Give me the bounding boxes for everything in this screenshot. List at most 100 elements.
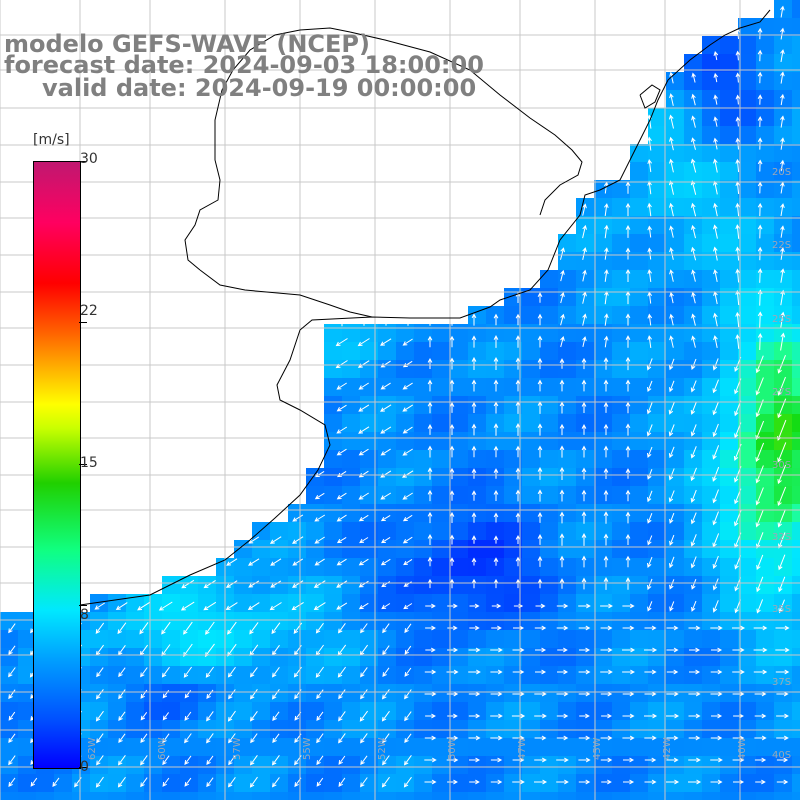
wind-speed-cell [486,378,504,396]
longitude-label: 57W [232,737,243,760]
wind-arrow [449,357,455,370]
wind-speed-cell [702,54,720,72]
wind-arrow [600,669,613,675]
wind-speed-cell [486,594,504,612]
wind-speed-cell [630,198,648,216]
wind-speed-cell [414,468,432,486]
wind-arrow [537,357,543,370]
wind-speed-cell [504,288,522,306]
wind-speed-cell [792,360,800,378]
latitude-label: 40S [772,750,791,761]
wind-speed-cell [504,486,522,504]
wind-arrow [710,779,723,785]
wind-speed-cell [288,738,306,756]
wind-arrow [600,735,613,741]
wind-arrow [316,755,324,766]
wind-speed-cell [522,360,540,378]
wind-arrow [493,557,499,566]
wind-speed-cell [0,648,18,666]
wind-arrow [647,225,653,238]
wind-arrow [449,402,455,413]
wind-speed-cell [684,612,702,630]
wind-arrow [757,49,763,62]
wind-speed-cell [414,756,432,774]
wind-arrow [336,602,348,610]
wind-speed-cell [558,432,576,450]
wind-speed-cell [612,180,630,198]
wind-speed-cell [774,234,792,252]
wind-arrow [493,578,499,589]
wind-arrow [361,313,367,326]
wind-arrow [381,536,391,544]
wind-arrow [227,621,237,635]
wind-arrow [669,601,675,612]
wind-speed-cell [630,540,648,558]
wind-arrow [712,511,719,526]
wind-speed-cell [612,486,630,504]
wind-speed-cell [288,612,306,630]
wind-speed-cell [702,684,720,702]
wind-speed-cell [504,306,522,324]
wind-speed-cell [522,576,540,594]
wind-arrow [757,311,763,328]
wind-arrow [272,733,280,744]
wind-speed-cell [612,792,630,800]
wind-speed-cell [594,270,612,288]
wind-speed-cell [774,126,792,144]
wind-arrow [206,711,214,722]
wind-speed-cell [612,720,630,738]
wind-arrow [537,467,543,480]
wind-speed-cell [702,522,720,540]
wind-arrow [604,203,609,216]
wind-speed-cell [522,558,540,576]
wind-arrow [336,514,347,522]
wind-arrow [96,755,104,766]
wind-speed-cell [648,504,666,522]
wind-speed-cell [630,666,648,684]
wind-speed-cell [468,612,486,630]
wind-arrow [688,757,701,763]
wind-speed-cell [432,342,450,360]
wind-speed-cell [594,576,612,594]
wind-arrow [735,50,741,61]
wind-speed-cell [720,738,738,756]
wind-speed-cell [576,774,594,792]
wind-arrow [339,312,345,327]
wind-arrow [669,93,674,106]
wind-arrow [757,94,763,105]
wind-arrow [777,442,787,463]
wind-arrow [382,645,390,656]
wind-speed-cell [630,684,648,702]
wind-speed-cell [414,486,432,504]
wind-speed-cell [486,684,504,702]
wind-arrow [713,202,718,217]
wind-arrow [360,689,368,700]
wind-speed-cell [234,648,252,666]
wind-arrow [690,158,697,173]
wind-arrow [756,599,764,614]
wind-speed-cell [738,108,756,126]
wind-speed-cell [738,72,756,90]
wind-arrow [291,601,304,611]
wind-speed-cell [612,324,630,342]
wind-arrow [559,445,565,458]
wind-speed-cell [684,774,702,792]
wind-arrow [427,533,433,545]
wind-speed-cell [522,504,540,522]
wind-speed-cell [612,666,630,684]
wind-speed-cell [702,324,720,342]
wind-speed-cell [684,756,702,774]
wind-arrow [644,625,657,631]
wind-speed-cell [342,540,360,558]
wind-speed-cell [432,594,450,612]
wind-speed-cell [522,720,540,738]
wind-arrow [95,689,104,700]
wind-speed-cell [540,540,558,558]
wind-arrow [8,667,16,678]
wind-speed-cell [738,216,756,234]
wind-speed-cell [378,522,396,540]
wind-arrow [206,733,214,744]
wind-speed-cell [630,576,648,594]
wind-speed-cell [612,360,630,378]
wind-arrow [358,580,369,588]
